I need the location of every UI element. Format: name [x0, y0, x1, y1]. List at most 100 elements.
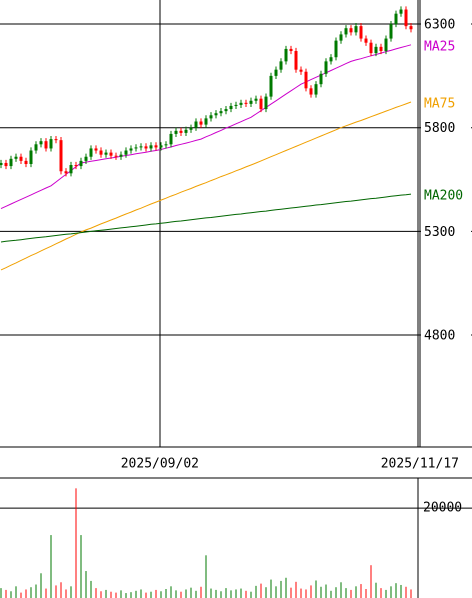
candle-body: [14, 156, 18, 159]
volume-bar: [370, 565, 372, 598]
candle-body: [69, 165, 73, 174]
y-tick-label: 6300: [424, 18, 455, 33]
moving-average-label: MA75: [424, 97, 455, 112]
volume-bar: [165, 589, 167, 598]
candle-body: [184, 129, 188, 133]
candle-body: [379, 46, 383, 52]
candle-body: [329, 57, 333, 62]
candle-body: [279, 61, 283, 70]
volume-bar: [275, 586, 277, 598]
candle-body: [319, 73, 323, 85]
volume-bar: [35, 584, 37, 598]
candle-body: [324, 61, 328, 74]
candle-body: [239, 102, 243, 105]
volume-bar: [140, 589, 142, 598]
candle-body: [39, 141, 43, 145]
candle-body: [284, 48, 288, 62]
candle-body: [129, 148, 133, 151]
moving-average-label: MA25: [424, 39, 455, 54]
candle-body: [44, 141, 48, 149]
candle-body: [99, 150, 103, 155]
volume-bar: [150, 591, 152, 598]
candle-body: [264, 96, 268, 110]
volume-bar: [180, 591, 182, 598]
candle-body: [79, 160, 83, 167]
volume-bar: [200, 586, 202, 598]
y-tick-label: 4800: [424, 329, 455, 344]
candle-body: [344, 28, 348, 35]
volume-bar: [175, 590, 177, 598]
candle-body: [154, 145, 158, 148]
volume-bar: [85, 571, 87, 598]
candle-body: [24, 160, 28, 164]
candle-body: [104, 152, 108, 155]
candle-body: [219, 111, 223, 114]
candle-body: [34, 144, 38, 151]
candle-body: [234, 104, 238, 106]
candle-body: [304, 71, 308, 89]
candle-body: [409, 26, 413, 30]
volume-bar: [280, 580, 282, 598]
candle-body: [84, 156, 88, 161]
volume-bar: [360, 584, 362, 598]
volume-tick-label: 20000: [423, 501, 462, 516]
candle-body: [9, 158, 13, 167]
volume-bar: [285, 577, 287, 598]
candle-body: [339, 34, 343, 41]
volume-bar: [325, 584, 327, 598]
candle-body: [174, 130, 178, 134]
candle-body: [194, 121, 198, 128]
moving-average-line: [0, 44, 412, 210]
volume-bar: [110, 591, 112, 598]
moving-average-line: [0, 101, 412, 271]
candle-body: [179, 130, 183, 133]
volume-bar: [365, 589, 367, 598]
volume-bar: [265, 587, 267, 598]
candle-body: [214, 113, 218, 116]
volume-bar: [15, 586, 17, 598]
volume-bar: [10, 591, 12, 598]
candle-body: [19, 156, 23, 161]
volume-bar: [210, 588, 212, 598]
candle-body: [249, 100, 253, 104]
candle-body: [274, 69, 278, 76]
candle-body: [144, 146, 148, 149]
candle-body: [159, 145, 163, 148]
candle-body: [224, 109, 228, 112]
volume-bar: [205, 555, 207, 598]
volume-bar: [295, 581, 297, 598]
candle-body: [294, 51, 298, 70]
volume-bar: [50, 535, 52, 598]
candle-body: [199, 121, 203, 125]
volume-bar: [305, 589, 307, 598]
volume-bar: [390, 586, 392, 598]
volume-bar: [250, 591, 252, 598]
volume-bar: [130, 592, 132, 598]
x-tick-label: 2025/11/17: [381, 457, 459, 472]
volume-bar: [400, 584, 402, 598]
volume-bar: [290, 587, 292, 598]
volume-bar: [410, 589, 412, 598]
candle-body: [134, 147, 138, 149]
volume-bar: [220, 591, 222, 598]
volume-bar: [270, 579, 272, 598]
candle-body: [29, 150, 33, 164]
volume-bar: [30, 587, 32, 598]
candle-body: [0, 162, 3, 166]
candle-body: [169, 133, 173, 145]
volume-bar: [95, 588, 97, 598]
y-tick-label: 5800: [424, 121, 455, 136]
candle-body: [209, 115, 213, 119]
candle-body: [359, 26, 363, 39]
volume-bar: [135, 590, 137, 598]
volume-bar: [235, 589, 237, 598]
volume-bar: [245, 590, 247, 598]
volume-bar: [385, 589, 387, 598]
volume-bar: [40, 573, 42, 598]
candle-body: [139, 146, 143, 148]
volume-bar: [160, 591, 162, 598]
candle-body: [289, 48, 293, 52]
volume-bar: [0, 588, 2, 598]
volume-bar: [60, 582, 62, 598]
